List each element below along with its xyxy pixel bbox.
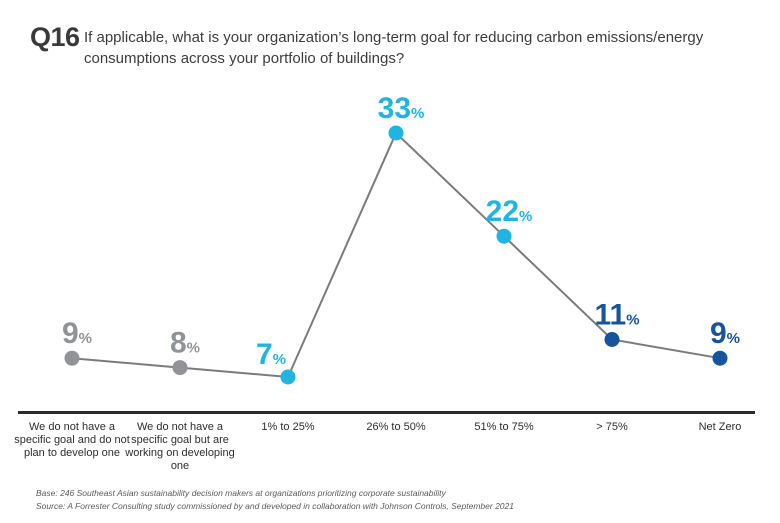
data-point-label: 11% <box>594 299 639 332</box>
x-axis-label: 51% to 75% <box>474 421 534 433</box>
data-point-label: 33% <box>378 92 425 125</box>
x-axis-label: 26% to 50% <box>366 421 426 433</box>
footnote-base: Base: 246 Southeast Asian sustainability… <box>36 488 446 498</box>
data-point-label: 22% <box>486 195 533 228</box>
data-point <box>388 125 404 141</box>
data-point-label: 9% <box>710 317 740 350</box>
footnote-source: Source: A Forrester Consulting study com… <box>36 501 514 511</box>
data-point-label: 7% <box>256 338 286 371</box>
data-point <box>496 228 512 244</box>
question-title: If applicable, what is your organization… <box>84 29 704 67</box>
x-axis-label: Net Zero <box>698 421 742 433</box>
data-point <box>172 360 188 376</box>
x-axis-label: 1% to 25% <box>261 421 315 433</box>
data-point <box>604 332 620 347</box>
data-point <box>712 350 728 366</box>
question-number: Q16 <box>30 22 80 52</box>
x-axis-label: We do not have a specific goal and do no… <box>14 421 130 459</box>
x-axis-label: We do not have a specific goal but are w… <box>125 421 235 472</box>
chart-footnote: Base: 246 Southeast Asian sustainability… <box>36 487 514 513</box>
x-axis-label: > 75% <box>596 421 628 433</box>
data-point-label: 9% <box>62 317 92 350</box>
data-point <box>280 369 296 385</box>
data-point <box>64 350 80 366</box>
data-point-label: 8% <box>170 327 200 360</box>
